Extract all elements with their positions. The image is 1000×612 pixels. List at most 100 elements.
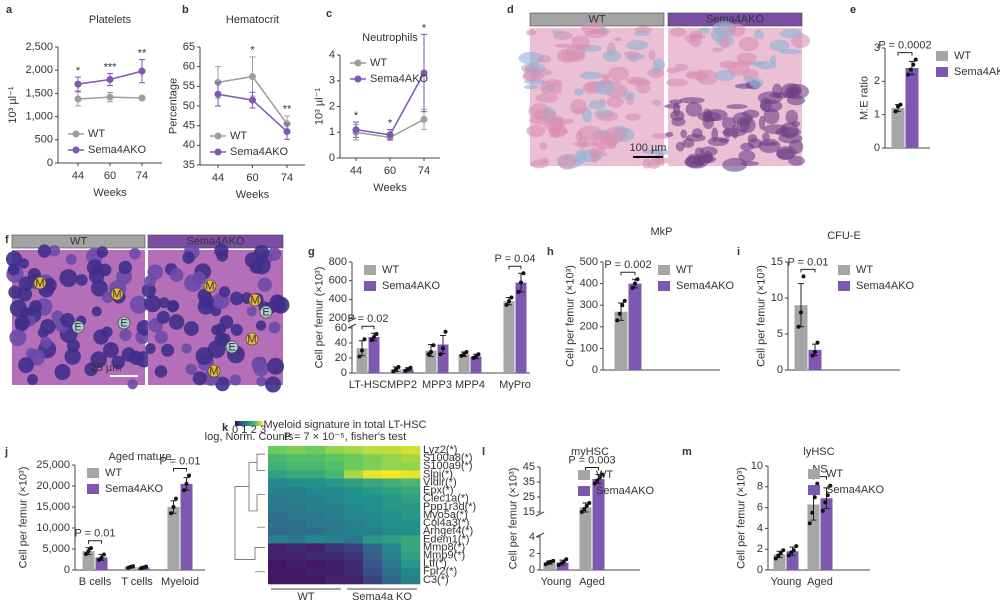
cell-label: E bbox=[262, 306, 269, 318]
legend-swatch bbox=[936, 51, 948, 61]
bracket bbox=[620, 271, 636, 276]
heatmap-cell bbox=[344, 502, 364, 512]
panel-letter: k bbox=[222, 422, 229, 434]
y-tick-label: 10 bbox=[751, 460, 763, 472]
row-label: Lyz2(*) bbox=[423, 444, 457, 456]
legend-swatch bbox=[658, 265, 670, 275]
heatmap-title: Myeloid signature in total LT-HSC bbox=[263, 419, 426, 431]
y-tick-label: 40 bbox=[335, 337, 347, 349]
heatmap-cell bbox=[401, 543, 421, 552]
cell bbox=[37, 244, 52, 258]
replicate-point bbox=[171, 505, 176, 509]
bar bbox=[543, 562, 556, 570]
heatmap-cell bbox=[287, 543, 307, 552]
cell bbox=[195, 347, 214, 365]
legend-swatch bbox=[364, 281, 376, 291]
heatmap-cell bbox=[382, 575, 402, 585]
panel-title: MkP bbox=[651, 226, 673, 238]
tissue bbox=[682, 138, 695, 148]
heatmap-cell bbox=[401, 551, 421, 560]
tissue bbox=[613, 37, 622, 42]
heatmap-cell bbox=[382, 510, 402, 520]
data-point bbox=[283, 128, 291, 136]
heatmap-cell bbox=[306, 478, 326, 487]
replicate-point bbox=[564, 557, 569, 562]
cell bbox=[59, 269, 78, 288]
tissue bbox=[675, 141, 685, 152]
heatmap-cell bbox=[401, 454, 421, 463]
cell bbox=[48, 245, 61, 257]
replicate-point bbox=[144, 564, 148, 569]
p-value: P = 0.01 bbox=[74, 528, 115, 540]
cell-label: M bbox=[209, 365, 218, 377]
data-point bbox=[420, 69, 428, 77]
cell bbox=[64, 348, 81, 365]
heatmap-cell bbox=[344, 551, 364, 560]
heatmap-cell bbox=[306, 567, 326, 577]
heatmap-cell bbox=[382, 551, 402, 560]
legend-label: WT bbox=[370, 57, 387, 69]
replicate-point bbox=[374, 332, 379, 336]
heatmap-cell bbox=[287, 527, 307, 536]
tissue bbox=[558, 155, 576, 170]
tissue bbox=[694, 147, 704, 157]
y-axis-label: M:E ratio bbox=[859, 76, 871, 120]
cell-marker bbox=[203, 279, 217, 293]
p-value: P = 0.01 bbox=[787, 256, 828, 268]
cell bbox=[5, 251, 23, 268]
x-tick-label: Myeloid bbox=[161, 576, 199, 588]
heatmap-cell bbox=[401, 446, 421, 455]
heatmap-cell bbox=[325, 502, 345, 512]
replicate-point bbox=[786, 553, 791, 558]
data-point bbox=[74, 95, 82, 103]
heatmap-cell bbox=[344, 559, 364, 569]
tissue bbox=[664, 103, 681, 109]
cell bbox=[166, 300, 179, 313]
heatmap-cell bbox=[325, 478, 345, 487]
replicate-point bbox=[579, 510, 584, 514]
heatmap-cell bbox=[306, 510, 326, 520]
heatmap-cell bbox=[287, 535, 307, 544]
heatmap-cell bbox=[382, 559, 402, 569]
heatmap-cell bbox=[363, 510, 383, 520]
y-tick-label: 0 bbox=[329, 152, 335, 164]
legend-swatch bbox=[578, 470, 590, 480]
heatmap-cell bbox=[363, 559, 383, 569]
heatmap-cell bbox=[325, 519, 345, 528]
cell bbox=[246, 306, 257, 317]
tissue bbox=[602, 50, 622, 62]
heatmap-cell bbox=[268, 470, 288, 479]
cell bbox=[168, 314, 185, 330]
tissue bbox=[785, 109, 799, 125]
x-tick-label: 74 bbox=[418, 165, 430, 177]
row-label: Ppp1r3d(*) bbox=[423, 501, 476, 513]
y-tick-label: 1,500 bbox=[25, 87, 53, 99]
y-tick-label: 0 bbox=[47, 157, 53, 169]
cell bbox=[181, 343, 192, 354]
cell bbox=[158, 297, 170, 309]
replicate-point bbox=[396, 365, 401, 369]
row-label: Ltf(*) bbox=[423, 558, 447, 570]
significance: * bbox=[422, 22, 427, 34]
replicate-point bbox=[633, 281, 637, 286]
replicate-point bbox=[812, 495, 817, 500]
x-tick-label: 60 bbox=[246, 172, 258, 184]
bar bbox=[628, 283, 642, 370]
tissue bbox=[685, 101, 703, 117]
panel-letter: i bbox=[737, 246, 740, 258]
heatmap-cell bbox=[306, 519, 326, 528]
replicate-point bbox=[810, 510, 815, 515]
cell bbox=[129, 295, 148, 314]
heatmap-cell bbox=[344, 543, 364, 552]
legend-label: WT bbox=[676, 264, 693, 276]
replicate-point bbox=[815, 481, 820, 486]
y-tick-label: 2,000 bbox=[25, 64, 53, 76]
tissue bbox=[634, 26, 652, 34]
legend-label: WT bbox=[382, 264, 399, 276]
tissue bbox=[698, 27, 711, 34]
panel-title: myHSC bbox=[571, 446, 609, 458]
tissue bbox=[665, 131, 674, 138]
legend-label: Sema4AKO bbox=[370, 73, 429, 85]
cell bbox=[161, 343, 175, 357]
